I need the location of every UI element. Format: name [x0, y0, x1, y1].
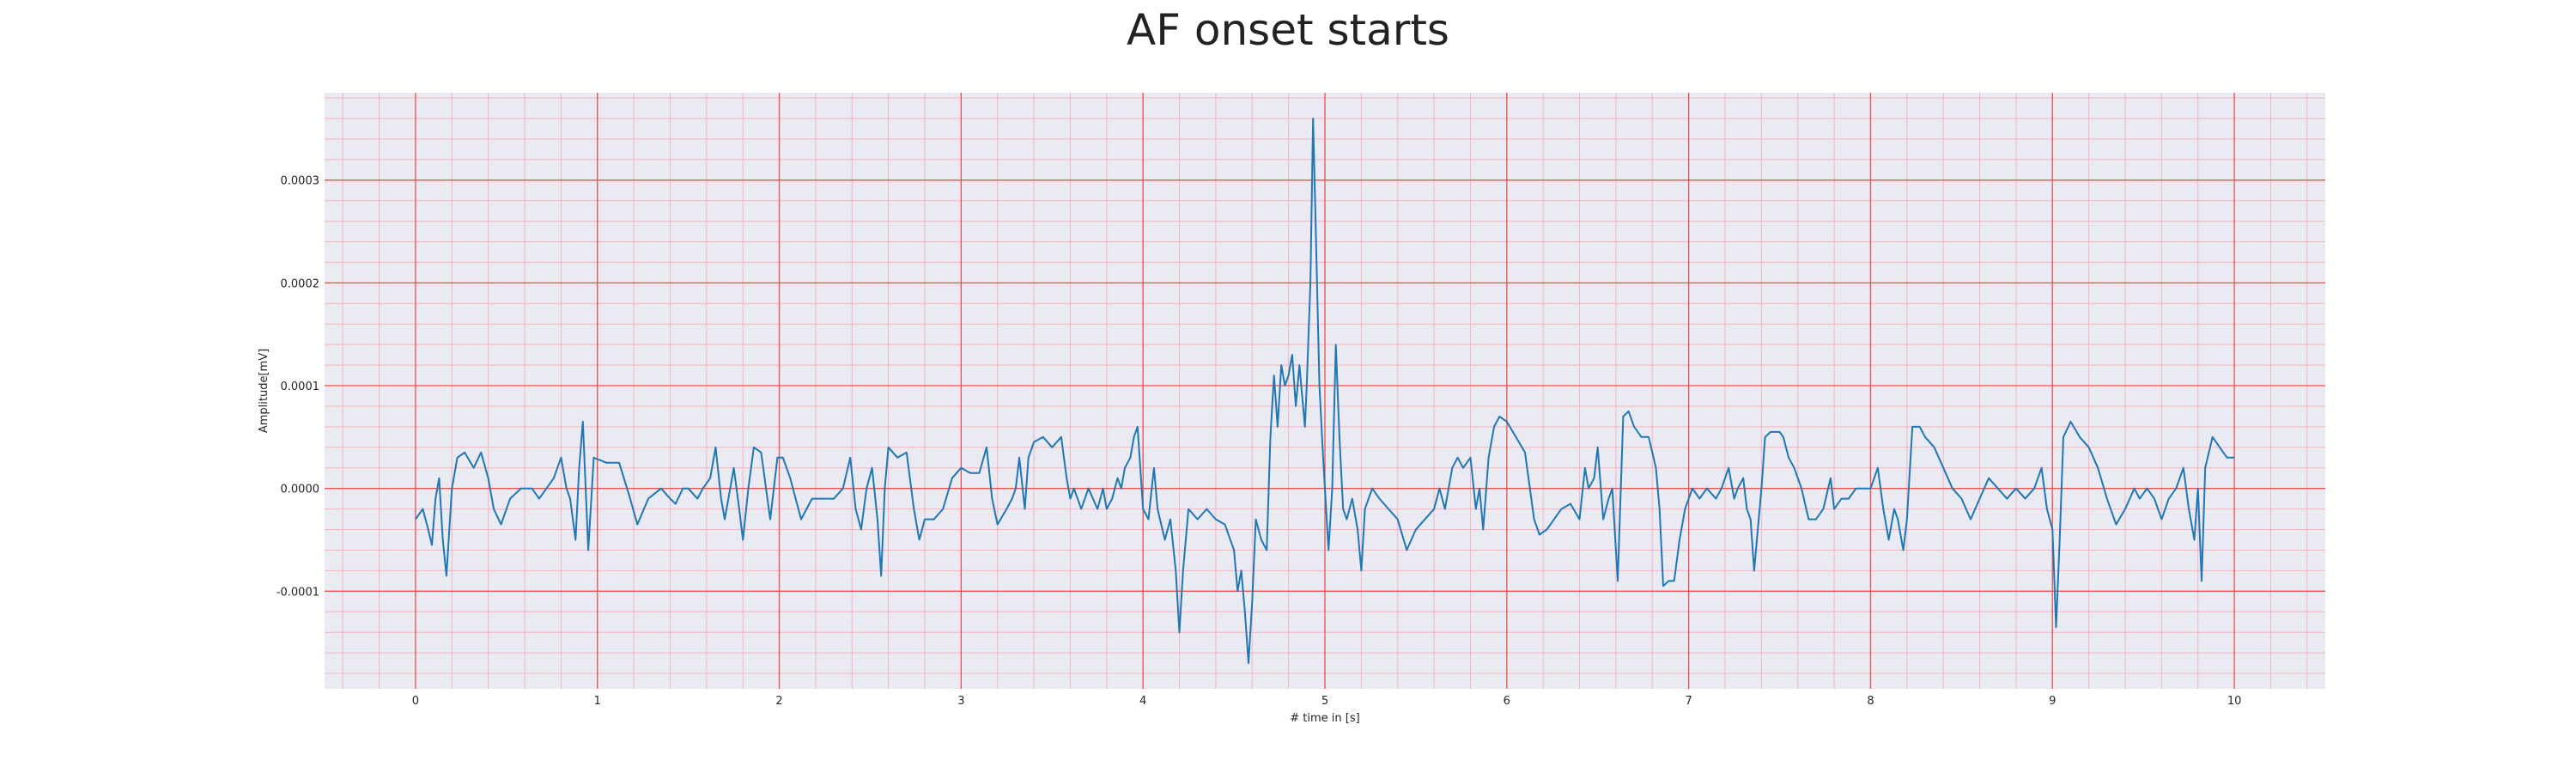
x-tick-label: 7: [1685, 695, 1692, 708]
x-tick-label: 2: [775, 695, 782, 708]
major-grid: [325, 93, 2325, 689]
x-tick-labels: 0 1 2 3 4 5 6 7 8 9 10: [412, 695, 2242, 708]
x-tick-label: 6: [1504, 695, 1510, 708]
x-tick-label: 9: [2049, 695, 2056, 708]
y-axis-label: Amplitude[mV]: [258, 349, 270, 433]
x-tick-label: 4: [1139, 695, 1146, 708]
x-tick-label: 10: [2227, 695, 2242, 708]
y-tick-label: -0.0001: [276, 586, 319, 599]
x-tick-label: 0: [412, 695, 419, 708]
y-tick-label: 0.0001: [281, 380, 320, 393]
chart-title: AF onset starts: [1127, 5, 1449, 55]
y-tick-label: 0.0002: [281, 277, 320, 290]
series-line: [415, 117, 2235, 665]
y-tick-label: 0.0003: [281, 175, 320, 188]
y-tick-labels: -0.0001 0.0000 0.0001 0.0002 0.0003: [276, 175, 319, 600]
x-axis-label: # time in [s]: [1290, 712, 1359, 725]
x-tick-label: 8: [1867, 695, 1874, 708]
x-tick-label: 5: [1321, 695, 1328, 708]
y-tick-label: 0.0000: [281, 484, 320, 496]
x-tick-label: 3: [957, 695, 964, 708]
x-tick-label: 1: [594, 695, 601, 708]
